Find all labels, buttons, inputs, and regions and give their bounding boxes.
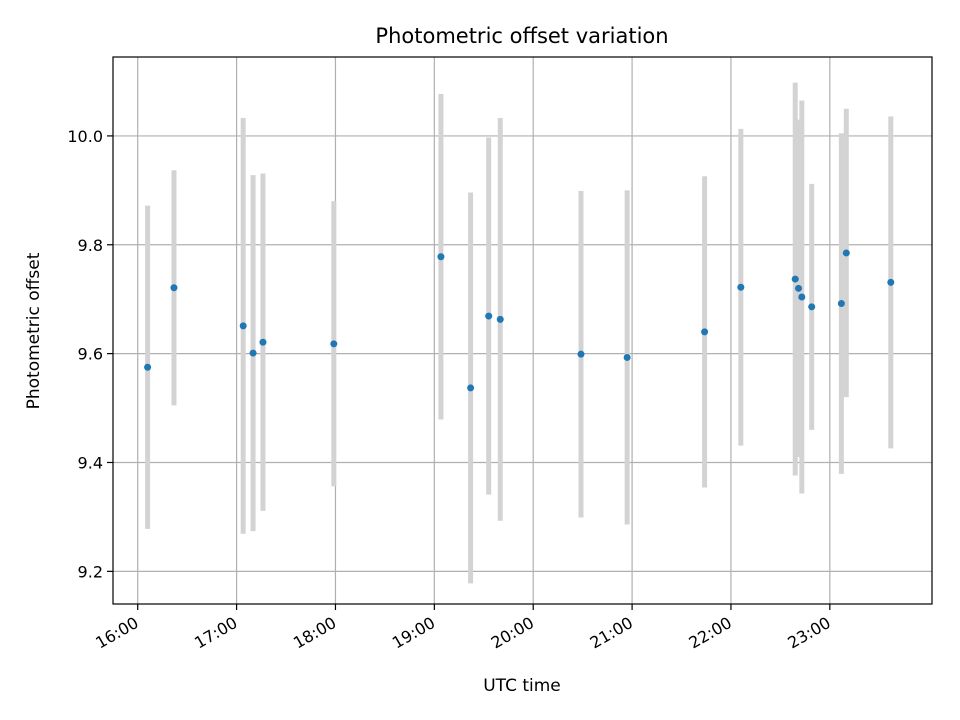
x-axis-title: UTC time bbox=[483, 676, 561, 696]
data-point bbox=[144, 363, 152, 371]
data-point bbox=[259, 338, 267, 346]
data-point bbox=[808, 303, 816, 311]
y-tick-label: 10.0 bbox=[67, 127, 103, 146]
plot-frame bbox=[112, 56, 933, 605]
y-tick-label: 9.8 bbox=[78, 236, 103, 255]
data-point bbox=[795, 284, 803, 292]
data-point bbox=[791, 275, 799, 283]
data-point bbox=[330, 340, 338, 348]
data-points bbox=[144, 249, 895, 392]
data-point bbox=[623, 353, 631, 361]
data-point bbox=[701, 328, 709, 336]
data-point bbox=[485, 312, 493, 320]
data-point bbox=[737, 283, 745, 291]
data-point bbox=[842, 249, 850, 257]
data-point bbox=[798, 293, 806, 301]
chart-title: Photometric offset variation bbox=[375, 24, 668, 48]
y-tick-label: 9.4 bbox=[78, 453, 103, 472]
y-axis-ticks: 9.2 9.4 9.6 9.8 10.0 bbox=[67, 127, 113, 581]
data-point bbox=[249, 349, 257, 357]
data-point bbox=[887, 278, 895, 286]
data-point bbox=[239, 322, 247, 330]
data-point bbox=[170, 284, 178, 292]
data-point bbox=[577, 350, 585, 358]
data-point bbox=[467, 384, 475, 392]
y-axis-title: Photometric offset bbox=[24, 252, 44, 409]
y-tick-label: 9.6 bbox=[78, 345, 103, 364]
data-point bbox=[496, 315, 504, 323]
data-point bbox=[437, 253, 445, 261]
data-point bbox=[837, 300, 845, 308]
y-tick-label: 9.2 bbox=[78, 562, 103, 581]
